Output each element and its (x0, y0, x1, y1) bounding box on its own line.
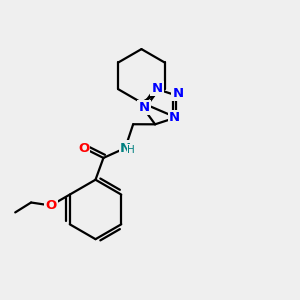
Text: H: H (127, 145, 135, 155)
Text: N: N (139, 101, 150, 114)
Text: N: N (172, 87, 184, 100)
Text: N: N (152, 82, 163, 95)
Text: N: N (169, 111, 180, 124)
Text: N: N (120, 142, 131, 154)
Text: O: O (45, 199, 56, 212)
Text: O: O (78, 142, 89, 154)
